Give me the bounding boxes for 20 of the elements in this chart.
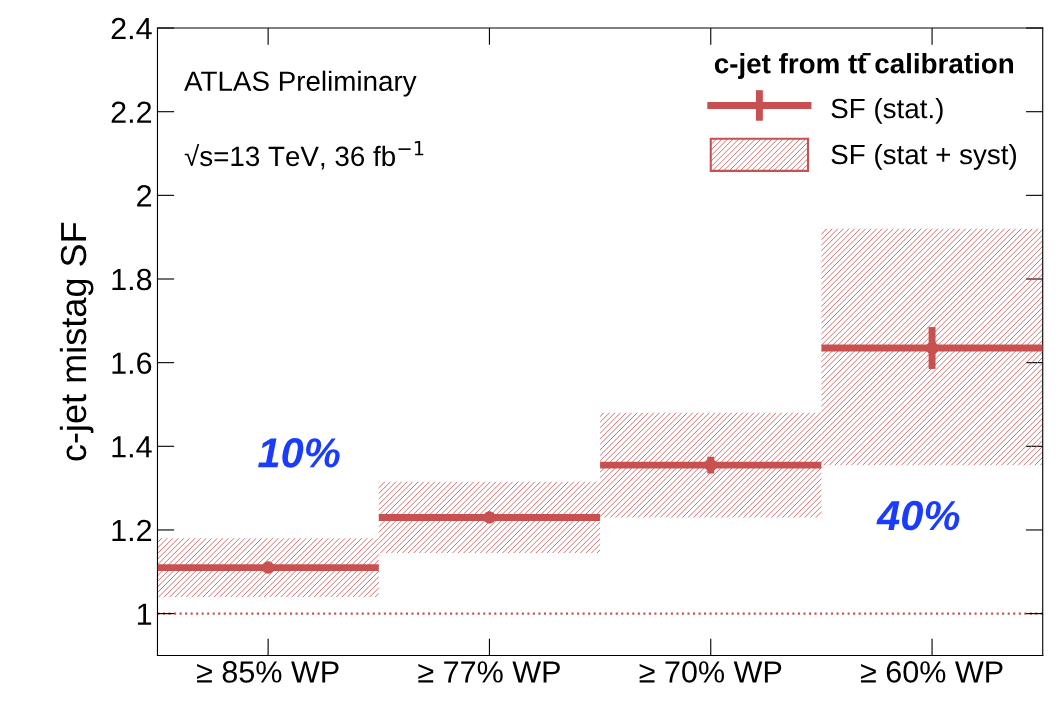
y-axis-title: c-jet mistag SF xyxy=(59,222,94,461)
legend-title: c-jet from tt̄ calibration xyxy=(714,53,1014,79)
annotation: 40% xyxy=(876,500,960,531)
annotation: ATLAS Preliminary xyxy=(184,70,417,97)
annotation: √s=13 TeV, 36 fb$^{−1}$ xyxy=(184,141,424,170)
y-tick-label: 1.2 xyxy=(112,519,152,542)
legend-label: SF (stat + syst) xyxy=(831,143,1016,170)
y-tick-label: 1.8 xyxy=(112,268,152,291)
y-tick-label: 1 xyxy=(137,603,152,625)
y-tick-label: 1.4 xyxy=(112,436,152,458)
y-tick-label: 2.4 xyxy=(111,17,152,40)
y-tick-label: 1.6 xyxy=(112,352,152,375)
x-tick-label: ≥ 70% WP xyxy=(639,661,782,683)
x-tick-label: ≥ 77% WP xyxy=(418,661,560,683)
annotation: 10% xyxy=(258,438,340,468)
x-tick-label: ≥ 85% WP xyxy=(197,661,339,683)
x-tick-label: ≥ 60% WP xyxy=(860,661,1003,683)
y-tick-label: 2.2 xyxy=(111,101,152,123)
legend-label: SF (stat.) xyxy=(831,97,943,124)
y-tick-label: 2 xyxy=(137,185,152,207)
